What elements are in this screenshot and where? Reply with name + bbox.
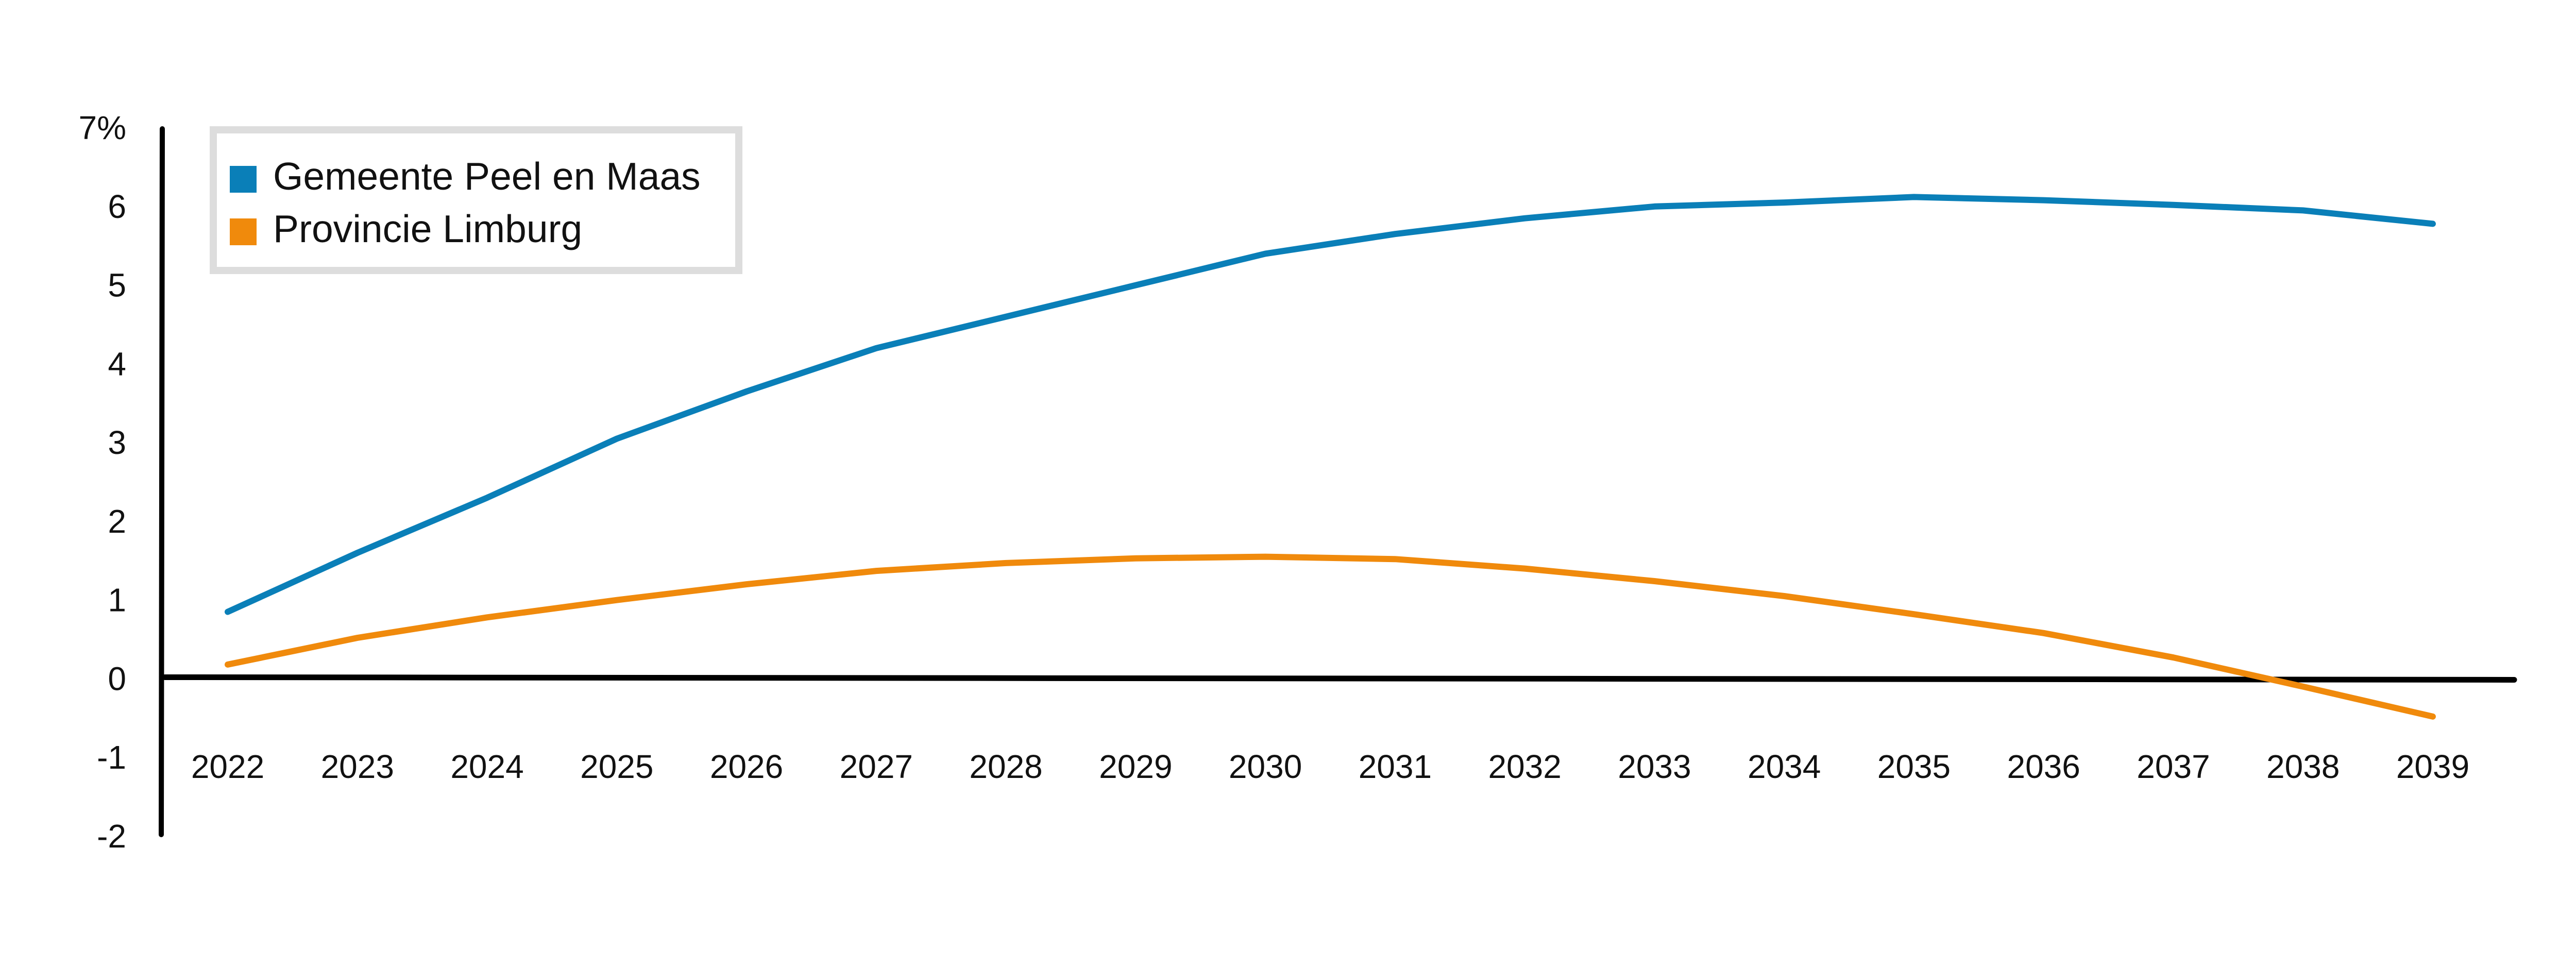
x-tick-label: 2033	[1618, 748, 1691, 785]
y-axis-line	[158, 126, 165, 837]
x-tick-label: 2028	[969, 748, 1042, 785]
y-tick-label: -1	[97, 739, 126, 776]
x-tick-label: 2039	[2396, 748, 2469, 785]
y-tick-label: 0	[108, 660, 126, 697]
x-tick-label: 2024	[450, 748, 523, 785]
y-tick-label: 2	[108, 503, 126, 540]
x-tick-label: 2037	[2137, 748, 2210, 785]
x-tick-label: 2035	[1877, 748, 1951, 785]
x-tick-label: 2022	[191, 748, 264, 785]
y-tick-label: 1	[108, 582, 126, 619]
y-tick-label: 5	[108, 267, 126, 304]
legend-swatch-provincie	[230, 218, 257, 245]
x-tick-label: 2025	[580, 748, 653, 785]
legend-label-gemeente: Gemeente Peel en Maas	[273, 155, 701, 198]
series-line-1	[225, 553, 2436, 720]
series-line-0	[225, 194, 2436, 615]
x-tick-label: 2038	[2266, 748, 2340, 785]
x-tick-label: 2034	[1748, 748, 1821, 785]
y-axis-ticks: 7% 6 5 4 3 2 1 0 -1 -2	[79, 109, 127, 855]
x-axis-zero-line	[162, 674, 2517, 683]
x-tick-label: 2023	[321, 748, 394, 785]
axes	[158, 126, 2517, 837]
legend-swatch-gemeente	[230, 166, 257, 193]
y-tick-label: 7%	[79, 109, 127, 146]
x-tick-label: 2029	[1099, 748, 1172, 785]
x-tick-label: 2032	[1488, 748, 1561, 785]
legend: Gemeente Peel en Maas Provincie Limburg	[210, 126, 742, 274]
x-tick-label: 2026	[710, 748, 783, 785]
x-axis-ticks: 2022 2023 2024 2025 2026 2027 2028 2029 2030 2031…	[191, 748, 2469, 785]
x-tick-label: 2031	[1359, 748, 1432, 785]
y-tick-label: 4	[108, 345, 126, 382]
series-lines	[225, 194, 2436, 720]
legend-box	[210, 126, 742, 274]
y-tick-label: -2	[97, 818, 126, 855]
y-tick-label: 6	[108, 188, 126, 225]
x-tick-label: 2036	[2007, 748, 2080, 785]
legend-label-provincie: Provincie Limburg	[273, 207, 582, 250]
x-tick-label: 2030	[1229, 748, 1302, 785]
x-tick-label: 2027	[840, 748, 913, 785]
y-tick-label: 3	[108, 424, 126, 461]
